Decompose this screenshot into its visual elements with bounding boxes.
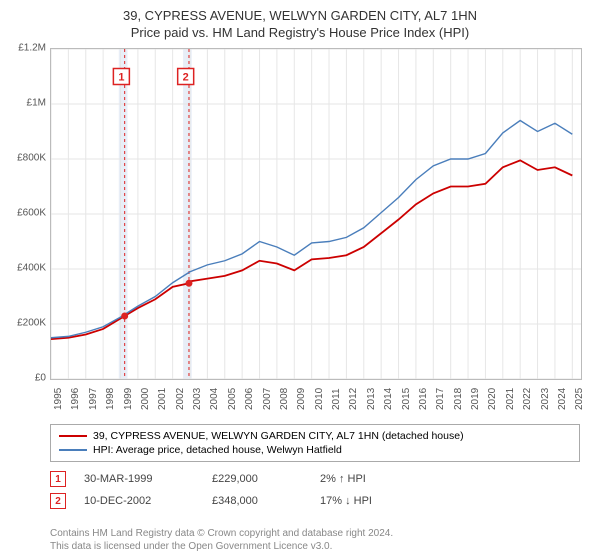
svg-text:1: 1 <box>118 72 124 84</box>
legend: 39, CYPRESS AVENUE, WELWYN GARDEN CITY, … <box>50 424 580 462</box>
x-axis-label: 2008 <box>279 388 290 410</box>
x-axis-label: 2025 <box>574 388 585 410</box>
x-axis-label: 2007 <box>262 388 273 410</box>
sale-price: £229,000 <box>212 473 302 485</box>
chart-plot-area: 12 <box>50 48 582 380</box>
sale-marker-icon: 2 <box>50 493 66 509</box>
sale-date: 10-DEC-2002 <box>84 495 194 507</box>
x-axis-label: 2012 <box>348 388 359 410</box>
chart-subtitle: Price paid vs. HM Land Registry's House … <box>0 25 600 40</box>
x-axis-label: 2013 <box>366 388 377 410</box>
x-axis-label: 2014 <box>383 388 394 410</box>
y-axis-label: £400K <box>17 263 46 274</box>
x-axis-label: 2024 <box>557 388 568 410</box>
x-axis-label: 1998 <box>105 388 116 410</box>
sale-record-row: 1 30-MAR-1999 £229,000 2% ↑ HPI <box>50 468 580 490</box>
x-axis-label: 1999 <box>123 388 134 410</box>
x-axis-label: 2010 <box>314 388 325 410</box>
footnote: Contains HM Land Registry data © Crown c… <box>50 528 393 553</box>
x-axis-label: 2022 <box>522 388 533 410</box>
y-axis-label: £0 <box>35 373 46 384</box>
x-axis-label: 2023 <box>540 388 551 410</box>
y-axis-label: £600K <box>17 208 46 219</box>
footnote-line1: Contains HM Land Registry data © Crown c… <box>50 528 393 541</box>
legend-label: HPI: Average price, detached house, Welw… <box>93 444 342 456</box>
x-axis-label: 2015 <box>401 388 412 410</box>
x-axis-label: 2005 <box>227 388 238 410</box>
x-axis-label: 1997 <box>88 388 99 410</box>
x-axis-label: 2020 <box>487 388 498 410</box>
x-axis-label: 1996 <box>70 388 81 410</box>
x-axis-label: 2002 <box>175 388 186 410</box>
y-axis-label: £1.2M <box>18 43 46 54</box>
legend-item: 39, CYPRESS AVENUE, WELWYN GARDEN CITY, … <box>59 429 571 443</box>
x-axis-label: 2001 <box>157 388 168 410</box>
sale-marker-icon: 1 <box>50 471 66 487</box>
legend-swatch <box>59 435 87 437</box>
x-axis-label: 2006 <box>244 388 255 410</box>
x-axis-label: 2016 <box>418 388 429 410</box>
footnote-line2: This data is licensed under the Open Gov… <box>50 541 393 554</box>
y-axis-label: £1M <box>27 98 46 109</box>
chart-title: 39, CYPRESS AVENUE, WELWYN GARDEN CITY, … <box>0 8 600 23</box>
x-axis-label: 2003 <box>192 388 203 410</box>
y-axis-label: £800K <box>17 153 46 164</box>
x-axis-label: 2004 <box>209 388 220 410</box>
sale-date: 30-MAR-1999 <box>84 473 194 485</box>
x-axis-label: 2009 <box>296 388 307 410</box>
sale-delta: 17% ↓ HPI <box>320 495 430 507</box>
legend-item: HPI: Average price, detached house, Welw… <box>59 443 571 457</box>
x-axis-label: 2018 <box>453 388 464 410</box>
sale-record-row: 2 10-DEC-2002 £348,000 17% ↓ HPI <box>50 490 580 512</box>
x-axis-label: 2017 <box>435 388 446 410</box>
x-axis-label: 2019 <box>470 388 481 410</box>
legend-swatch <box>59 449 87 451</box>
legend-label: 39, CYPRESS AVENUE, WELWYN GARDEN CITY, … <box>93 430 464 442</box>
x-axis-label: 2021 <box>505 388 516 410</box>
sale-delta: 2% ↑ HPI <box>320 473 430 485</box>
x-axis-label: 2011 <box>331 388 342 410</box>
svg-text:2: 2 <box>183 72 189 84</box>
x-axis-label: 2000 <box>140 388 151 410</box>
y-axis-label: £200K <box>17 318 46 329</box>
x-axis-label: 1995 <box>53 388 64 410</box>
sale-price: £348,000 <box>212 495 302 507</box>
sales-table: 1 30-MAR-1999 £229,000 2% ↑ HPI 2 10-DEC-2002… <box>50 468 580 512</box>
